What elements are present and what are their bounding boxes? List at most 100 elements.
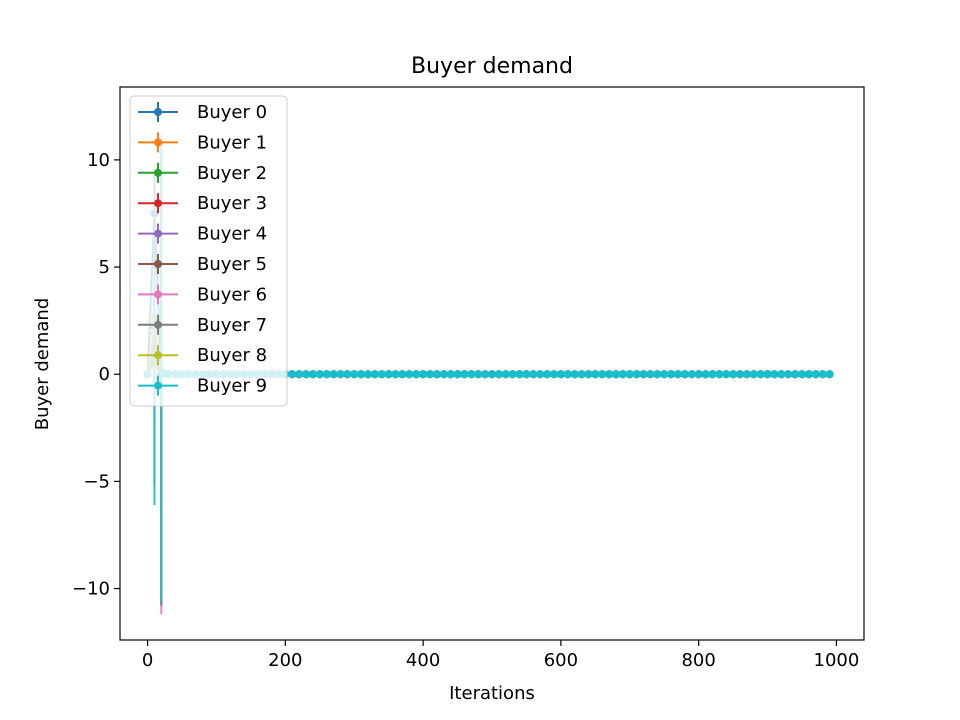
data-point [494,370,503,379]
data-point [481,370,490,379]
data-point [729,370,738,379]
data-point [625,370,634,379]
data-point [522,370,531,379]
data-point [556,370,565,379]
data-point [680,370,689,379]
data-point [653,370,662,379]
data-point [543,370,552,379]
data-point [715,370,724,379]
data-point [295,370,304,379]
legend-swatch-marker [154,260,162,268]
data-point [708,370,717,379]
data-point [467,370,476,379]
legend-swatch-marker [154,381,162,390]
x-axis: 0 200 400 600 800 1000 [142,640,859,671]
data-point [825,370,834,379]
legend-label: Buyer 2 [197,163,267,184]
data-point [343,370,352,379]
data-point [370,370,379,379]
data-point [749,370,758,379]
data-point [460,370,469,379]
data-point [536,370,545,379]
legend-label: Buyer 6 [197,284,267,305]
data-point [667,370,676,379]
data-point [419,370,428,379]
legend-item: Buyer 8 [138,345,267,366]
data-point [570,370,579,379]
data-point [336,370,345,379]
data-point [350,370,359,379]
chart-title: Buyer demand [411,54,573,79]
data-point [694,370,703,379]
data-point [322,370,331,379]
data-point [612,370,620,379]
legend-item: Buyer 9 [138,375,267,397]
legend-item: Buyer 0 [138,102,267,123]
data-point [777,370,786,379]
y-tick-label: −10 [72,579,110,600]
data-point [798,370,806,379]
data-point [674,370,682,379]
data-point [432,370,441,379]
data-point [446,370,455,379]
data-point [426,370,434,379]
x-tick-label: 0 [142,650,153,671]
data-point [550,370,558,379]
data-point [515,370,524,379]
y-tick-label: 10 [87,150,110,171]
legend-swatch-marker [154,290,162,299]
data-point [804,370,813,379]
data-point [818,370,827,379]
y-axis: −10 −5 0 5 10 [72,150,120,600]
legend-item: Buyer 6 [138,284,267,305]
data-point [577,370,586,379]
x-tick-label: 800 [681,650,715,671]
data-point [357,370,366,379]
data-point [398,370,407,379]
legend-item: Buyer 7 [138,314,267,336]
data-point [811,370,820,379]
legend-swatch-marker [154,199,162,208]
legend: Buyer 0 Buyer 1 Buyer 2 Buyer 3 Buyer 4 Buyer… [129,95,288,407]
data-point [618,370,627,379]
data-point [501,370,510,379]
legend-swatch-marker [154,229,162,238]
x-tick-label: 400 [406,650,440,671]
legend-label: Buyer 1 [197,132,267,153]
data-point [308,370,317,379]
data-point [722,370,731,379]
data-point [584,370,593,379]
data-point [412,370,421,379]
data-point [736,370,744,379]
data-point [439,370,448,379]
legend-label: Buyer 3 [197,193,267,214]
data-point [453,370,462,379]
data-point [391,370,400,379]
data-point [529,370,538,379]
data-point [364,370,372,379]
data-point [770,370,779,379]
data-point [377,370,386,379]
legend-item: Buyer 3 [138,193,267,214]
data-point [701,370,710,379]
data-point [329,370,338,379]
legend-item: Buyer 1 [138,132,267,153]
data-point [591,370,600,379]
data-point [302,370,310,379]
data-point [756,370,765,379]
data-point [598,370,607,379]
data-point [632,370,641,379]
data-point [646,370,655,379]
data-point [384,370,393,379]
data-point [791,370,800,379]
data-point [563,370,572,379]
x-tick-label: 200 [268,650,302,671]
y-tick-label: 0 [99,364,110,385]
data-point [508,370,517,379]
data-point [474,370,483,379]
legend-swatch-marker [154,108,162,116]
legend-label: Buyer 0 [197,102,267,123]
x-axis-label: Iterations [449,683,535,704]
x-tick-label: 600 [544,650,578,671]
